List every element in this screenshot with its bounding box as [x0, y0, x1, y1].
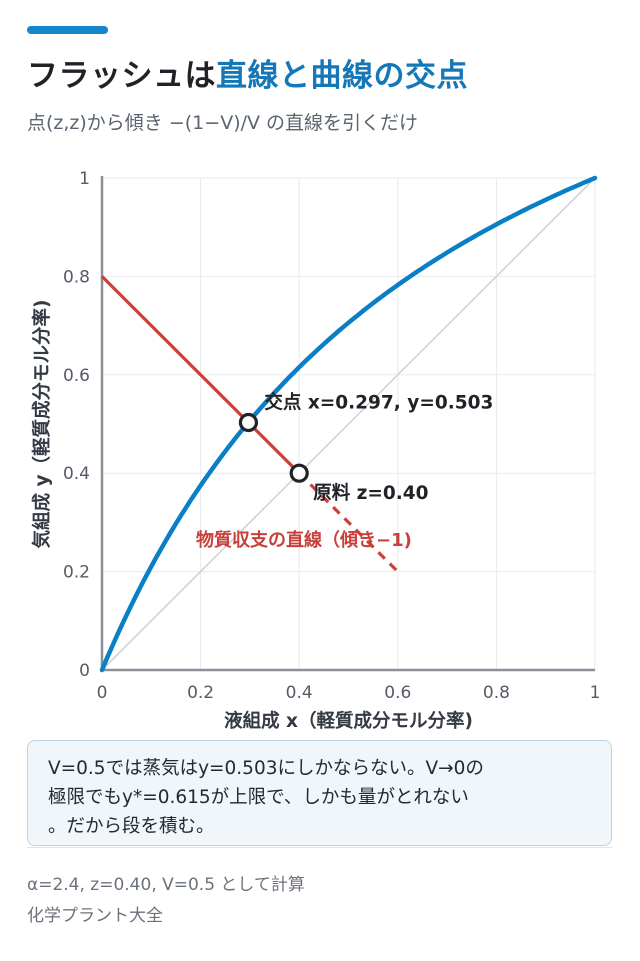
x-tick-label-3: 0.6: [384, 683, 411, 703]
explanation-note: V=0.5では蒸気はy=0.503にしかならない。V→0の 極限でもy*=0.6…: [27, 740, 612, 846]
x-tick-label-5: 1: [590, 683, 601, 703]
x-tick-labels: 0 0.2 0.4 0.6 0.8 1: [97, 683, 601, 703]
feed-point: [289, 463, 309, 483]
note-line-2: 極限でもy*=0.615が上限で、しかも量がとれない: [48, 787, 469, 808]
diagonal-line: [101, 177, 596, 671]
y-tick-label-5: 1: [79, 169, 90, 189]
calculation-parameters: α=2.4, z=0.40, V=0.5 として計算: [27, 875, 305, 895]
note-line-3: 。だから段を積む。: [48, 816, 215, 837]
material-balance-label: 物質収支の直線（傾き−1): [196, 529, 412, 551]
x-tick-label-4: 0.8: [483, 683, 510, 703]
source-credit: 化学プラント大全: [27, 906, 163, 926]
page-subtitle: 点(z,z)から傾き −(1−V)/V の直線を引くだけ: [27, 112, 419, 134]
chart-grid: [101, 177, 596, 671]
x-tick-label-2: 0.4: [286, 683, 313, 703]
feed-label: 原料 z=0.40: [313, 482, 428, 504]
intersection-label: 交点 x=0.297, y=0.503: [264, 392, 493, 414]
page-title: フラッシュは直線と曲線の交点: [27, 50, 468, 95]
title-plain: フラッシュは: [27, 58, 216, 94]
equilibrium-curve: [99, 175, 598, 673]
y-tick-label-2: 0.4: [63, 464, 90, 484]
y-tick-label-1: 0.2: [63, 563, 90, 583]
accent-bar: [27, 26, 108, 34]
y-tick-label-4: 0.8: [63, 267, 90, 287]
note-line-1: V=0.5では蒸気はy=0.503にしかならない。V→0の: [48, 758, 484, 779]
footer-divider: [27, 847, 612, 848]
y-tick-label-0: 0: [79, 661, 90, 681]
y-tick-labels: 0 0.2 0.4 0.6 0.8 1: [63, 169, 90, 681]
x-axis-title: 液組成 x（軽質成分モル分率): [224, 710, 473, 732]
y-tick-label-3: 0.6: [63, 366, 90, 386]
y-axis-title: 気組成 y（軽質成分モル分率): [31, 300, 53, 549]
title-highlight: 直線と曲線の交点: [216, 58, 468, 94]
material-balance-line-extension: [298, 472, 399, 573]
x-tick-label-0: 0: [97, 683, 108, 703]
x-tick-label-1: 0.2: [187, 683, 214, 703]
flash-chart: 0 0.2 0.4 0.6 0.8 1 0 0.2 0.4 0.6 0.8 1 交点 x=0.297…: [31, 169, 601, 732]
intersection-point: [238, 412, 259, 433]
material-balance-line: [100, 275, 301, 475]
